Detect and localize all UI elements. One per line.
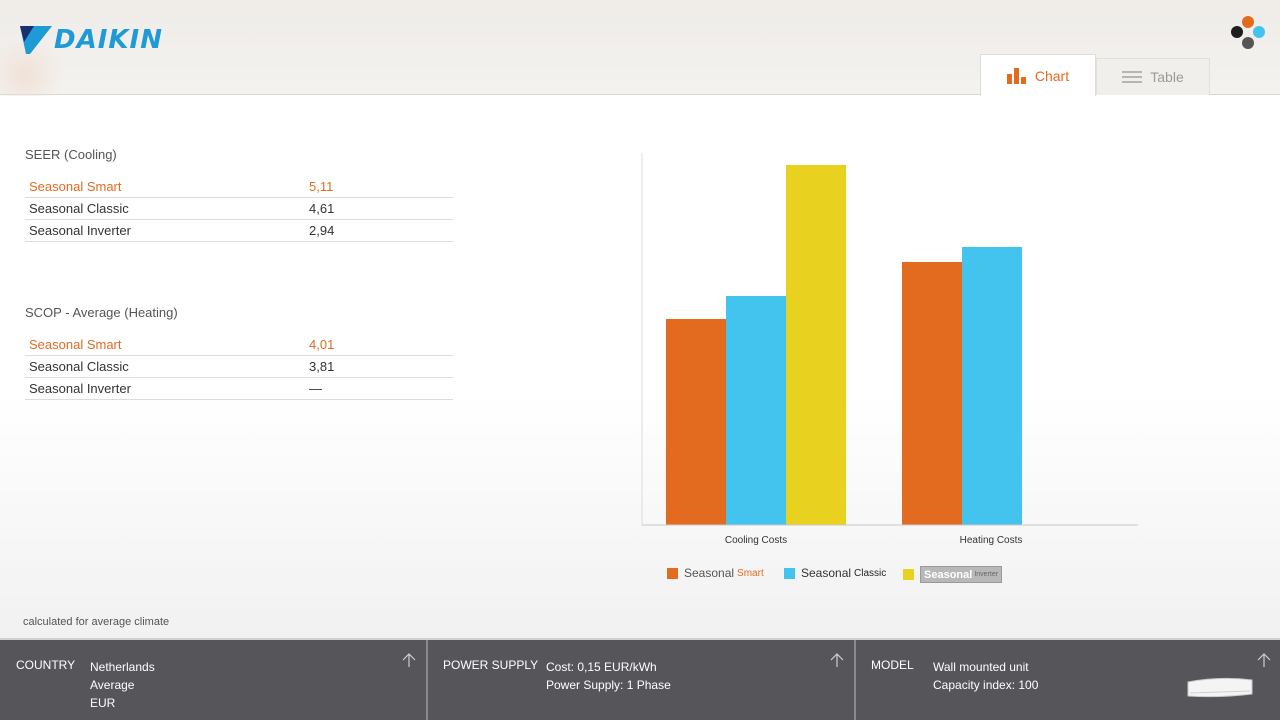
x-tick-label: Cooling Costs [725,535,787,546]
main-content: SEER (Cooling) Seasonal Smart 5,11 Seaso… [0,96,1280,638]
header: DAIKIN Chart Table [0,0,1280,110]
legend-word: Inverter [974,571,999,578]
footer-settings-bar: COUNTRY Netherlands Average EUR POWER SU… [0,638,1280,720]
legend-item-smart: Seasonal Smart [667,566,764,580]
scop-table: Seasonal Smart 4,01 Seasonal Classic 3,8… [25,334,453,400]
inverter-logo-badge: Seasonal Inverter [920,566,1003,583]
tab-chart[interactable]: Chart [980,54,1096,96]
power-supply-label: POWER SUPPLY [443,658,539,672]
legend-item-inverter: Seasonal Inverter [903,566,1003,583]
row-value: 2,94 [309,223,335,238]
bar-classic-1 [962,247,1022,525]
row-value: 4,01 [309,337,335,352]
row-value: 3,81 [309,359,335,374]
wall-unit-image [1187,677,1253,698]
bar-smart-1 [902,262,962,525]
model-panel[interactable]: MODEL Wall mounted unit Capacity index: … [856,640,1280,720]
table-row: Seasonal Smart 4,01 [25,334,453,356]
table-row: Seasonal Classic 4,61 [25,198,453,220]
expand-arrow-icon[interactable] [1256,652,1272,668]
cost-value: Cost: 0,15 EUR/kWh [546,660,657,674]
daikin-logo: DAIKIN [20,25,163,55]
footnote: calculated for average climate [23,616,170,628]
daikin-logo-icon [20,26,52,54]
bar-inverter-0 [786,165,846,525]
expand-arrow-icon[interactable] [829,652,845,668]
table-row: Seasonal Smart 5,11 [25,176,453,198]
scop-title: SCOP - Average (Heating) [25,305,178,320]
legend-swatch [903,569,914,580]
row-name: Seasonal Classic [29,201,129,216]
tab-table-label: Table [1150,69,1184,85]
legend-item-classic: Seasonal Classic [784,566,886,580]
table-row: Seasonal Inverter 2,94 [25,220,453,242]
table-lines-icon [1122,71,1143,83]
row-value: 5,11 [309,179,334,194]
legend-swatch [667,567,678,579]
country-value: Netherlands [90,660,155,674]
tab-chart-label: Chart [1034,67,1070,84]
model-type-value: Wall mounted unit [933,660,1029,674]
row-value: — [309,381,322,396]
divider [854,640,856,720]
row-name: Seasonal Inverter [29,381,131,396]
currency-value: EUR [90,696,116,710]
brand-name: DAIKIN [54,25,163,55]
country-label: COUNTRY [16,658,76,672]
legend-word: Seasonal [801,566,852,580]
legend-word: Smart [737,567,764,579]
tab-table[interactable]: Table [1096,58,1210,95]
legend-word: Classic [854,567,887,579]
row-name: Seasonal Smart [29,337,122,352]
seer-table: Seasonal Smart 5,11 Seasonal Classic 4,6… [25,176,453,242]
divider [426,640,428,720]
row-name: Seasonal Classic [29,359,129,374]
country-panel[interactable]: COUNTRY Netherlands Average EUR [0,640,426,720]
model-label: MODEL [871,658,914,672]
row-name: Seasonal Inverter [29,223,131,238]
seer-title: SEER (Cooling) [25,147,117,162]
bar-smart-0 [666,319,726,525]
bar-classic-0 [726,296,786,525]
x-tick-label: Heating Costs [960,535,1023,546]
bar-chart-icon [1006,67,1026,84]
cost-chart: Cooling Costs Heating Costs [641,153,1138,546]
phase-value: Power Supply: 1 Phase [546,678,671,692]
table-row: Seasonal Classic 3,81 [25,356,453,378]
capacity-value: Capacity index: 100 [933,678,1039,692]
row-name: Seasonal Smart [29,179,122,194]
legend-word: Seasonal [684,566,735,580]
row-value: 4,61 [309,201,335,216]
legend-swatch [784,567,795,579]
daikin-flower-icon [1231,16,1265,49]
legend-word: Seasonal [924,568,973,581]
climate-value: Average [90,678,135,692]
table-row: Seasonal Inverter — [25,378,453,400]
expand-arrow-icon[interactable] [401,652,417,668]
power-supply-panel[interactable]: POWER SUPPLY Cost: 0,15 EUR/kWh Power Su… [428,640,854,720]
